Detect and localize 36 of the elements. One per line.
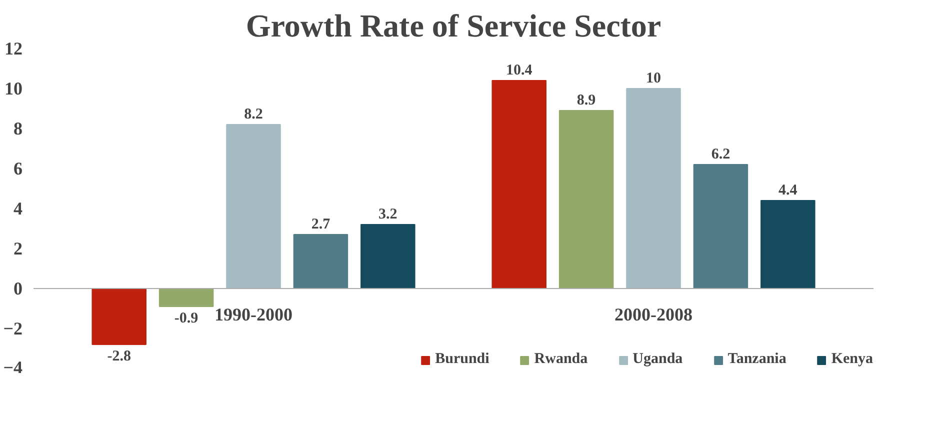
y-tick-label: 12 (4, 38, 22, 58)
chart-title: Growth Rate of Service Sector (246, 8, 662, 44)
bar (693, 164, 748, 289)
data-label: 10 (646, 70, 661, 86)
y-tick-label: −2 (3, 318, 23, 338)
bar (293, 234, 348, 289)
legend-label: Uganda (632, 351, 683, 368)
bar (92, 288, 146, 345)
data-label: 4.4 (778, 182, 798, 198)
y-tick-label: 4 (14, 198, 22, 218)
bar (492, 80, 546, 289)
legend-label: Rwanda (534, 351, 588, 368)
data-label: 8.9 (576, 92, 596, 108)
x-tick-label: 2000-2008 (614, 304, 693, 324)
bar (558, 110, 614, 289)
legend-label: Kenya (831, 351, 873, 368)
data-label: 8.2 (244, 106, 263, 122)
y-tick-label: 0 (14, 278, 22, 298)
data-label: 2.7 (311, 216, 331, 232)
legend-label: Burundi (435, 351, 490, 368)
bar (626, 88, 681, 289)
bar (360, 224, 416, 289)
y-tick-label: 10 (4, 78, 22, 98)
data-label: -2.8 (107, 348, 131, 364)
y-tick-label: 2 (14, 238, 22, 258)
data-label: 10.4 (506, 62, 533, 78)
y-tick-label: 6 (14, 158, 22, 178)
bar (158, 288, 214, 307)
data-label: -0.9 (174, 310, 198, 326)
data-label: 6.2 (711, 146, 730, 162)
x-tick-label: 1990-2000 (214, 304, 293, 324)
bar (226, 124, 281, 289)
bar (760, 200, 816, 289)
y-tick-label: 8 (14, 118, 22, 138)
legend-label: Tanzania (728, 351, 786, 368)
data-label: 3.2 (378, 206, 398, 222)
